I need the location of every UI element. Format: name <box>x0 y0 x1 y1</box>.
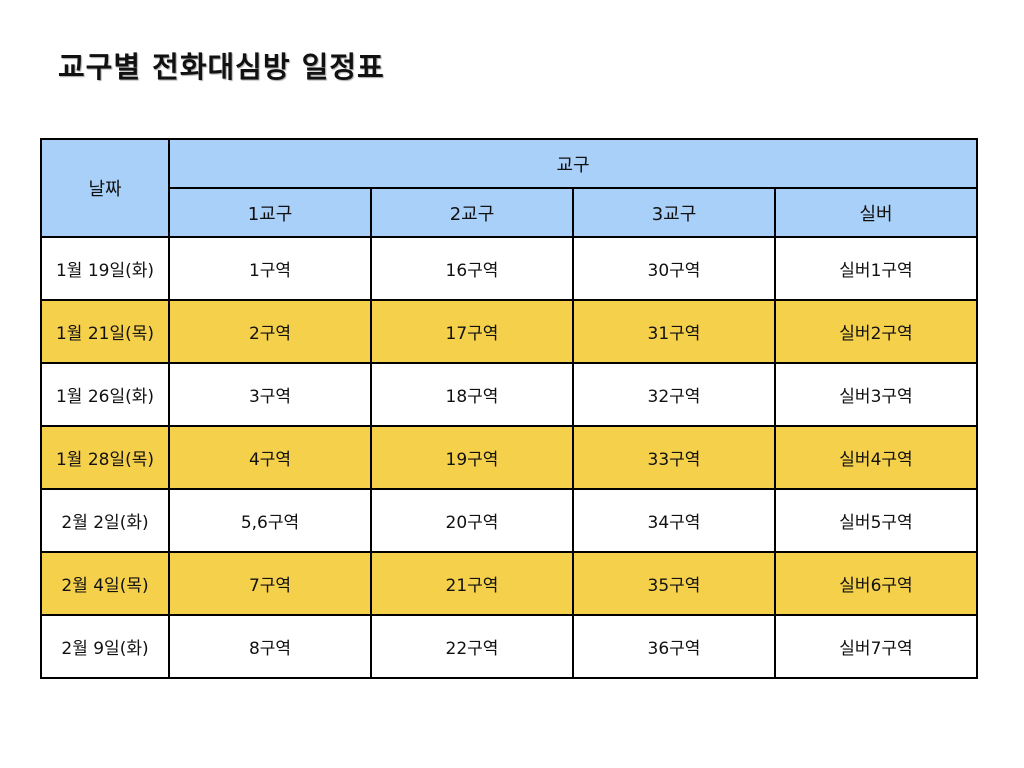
table-cell: 18구역 <box>370 362 574 427</box>
district-group-header: 교구 <box>168 138 978 189</box>
table-cell: 22구역 <box>370 614 574 679</box>
table-cell: 실버6구역 <box>774 551 978 616</box>
table-row: 1월 28일(목) 4구역 19구역 33구역 실버4구역 <box>40 425 978 490</box>
table-row: 1월 26일(화) 3구역 18구역 32구역 실버3구역 <box>40 362 978 427</box>
table-cell: 5,6구역 <box>168 488 372 553</box>
table-cell: 35구역 <box>572 551 776 616</box>
schedule-table: 날짜 교구 1교구 2교구 3교구 실버 1월 19일(화) 1구역 16구역 … <box>40 138 978 679</box>
table-row: 1월 21일(목) 2구역 17구역 31구역 실버2구역 <box>40 299 978 364</box>
table-cell: 20구역 <box>370 488 574 553</box>
column-header-silver: 실버 <box>774 187 978 238</box>
column-header-district-1: 1교구 <box>168 187 372 238</box>
table-cell: 36구역 <box>572 614 776 679</box>
table-cell: 7구역 <box>168 551 372 616</box>
table-cell: 21구역 <box>370 551 574 616</box>
row-date: 2월 2일(화) <box>40 488 170 553</box>
table-cell: 1구역 <box>168 236 372 301</box>
row-date: 1월 21일(목) <box>40 299 170 364</box>
row-date: 2월 9일(화) <box>40 614 170 679</box>
column-header-district-2: 2교구 <box>370 187 574 238</box>
table-cell: 32구역 <box>572 362 776 427</box>
table-cell: 8구역 <box>168 614 372 679</box>
date-column-header: 날짜 <box>40 138 170 238</box>
row-date: 2월 4일(목) <box>40 551 170 616</box>
table-cell: 34구역 <box>572 488 776 553</box>
column-header-district-3: 3교구 <box>572 187 776 238</box>
table-cell: 4구역 <box>168 425 372 490</box>
table-cell: 실버2구역 <box>774 299 978 364</box>
table-cell: 17구역 <box>370 299 574 364</box>
page-title: 교구별 전화대심방 일정표 <box>58 50 385 84</box>
table-cell: 실버3구역 <box>774 362 978 427</box>
row-date: 1월 19일(화) <box>40 236 170 301</box>
table-cell: 31구역 <box>572 299 776 364</box>
table-cell: 30구역 <box>572 236 776 301</box>
table-cell: 2구역 <box>168 299 372 364</box>
table-row: 2월 2일(화) 5,6구역 20구역 34구역 실버5구역 <box>40 488 978 553</box>
table-row: 2월 9일(화) 8구역 22구역 36구역 실버7구역 <box>40 614 978 679</box>
table-cell: 실버1구역 <box>774 236 978 301</box>
table-cell: 16구역 <box>370 236 574 301</box>
table-cell: 3구역 <box>168 362 372 427</box>
table-cell: 실버5구역 <box>774 488 978 553</box>
table-row: 2월 4일(목) 7구역 21구역 35구역 실버6구역 <box>40 551 978 616</box>
table-row: 1월 19일(화) 1구역 16구역 30구역 실버1구역 <box>40 236 978 301</box>
table-cell: 33구역 <box>572 425 776 490</box>
row-date: 1월 26일(화) <box>40 362 170 427</box>
row-date: 1월 28일(목) <box>40 425 170 490</box>
table-cell: 실버7구역 <box>774 614 978 679</box>
table-cell: 19구역 <box>370 425 574 490</box>
table-cell: 실버4구역 <box>774 425 978 490</box>
